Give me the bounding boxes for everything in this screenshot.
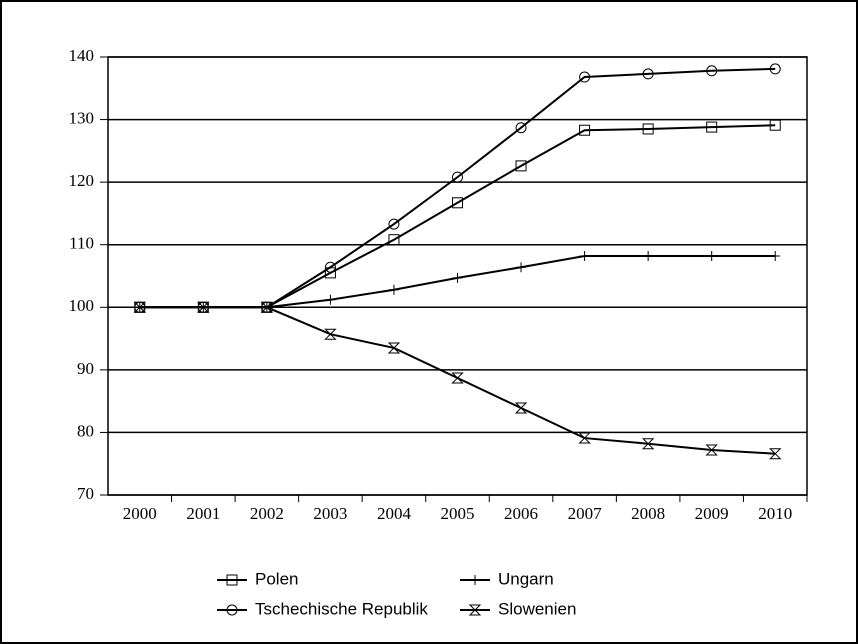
legend-label: Polen [255,569,298,588]
marker [641,438,655,450]
marker [324,261,336,273]
x-tick-label: 2004 [377,504,412,523]
marker [133,301,146,313]
marker [260,301,274,313]
marker [226,574,238,586]
marker [324,328,337,340]
marker [516,262,527,273]
y-tick-label: 100 [69,296,95,315]
marker [769,448,782,460]
legend-label: Tschechische Republik [255,599,428,618]
legend-label: Slowenien [498,599,576,618]
marker [579,71,591,83]
marker [387,342,401,354]
x-tick-label: 2008 [631,504,665,523]
marker [451,372,464,384]
marker [769,63,781,75]
marker [452,197,463,209]
marker [515,122,527,134]
marker [642,123,654,135]
plot-area [107,56,808,496]
marker [226,604,238,616]
x-tick-label: 2006 [504,504,538,523]
x-tick-label: 2001 [186,504,220,523]
plot [133,63,782,460]
marker [515,160,527,172]
marker [388,234,400,246]
marker [642,68,654,80]
marker [579,250,590,261]
y-tick-label: 80 [77,421,94,440]
marker [578,432,591,444]
y-tick-label: 90 [77,359,94,378]
y-tick-label: 70 [77,484,94,503]
marker [197,301,210,313]
marker [468,604,482,616]
x-tick-label: 2009 [695,504,729,523]
y-tick-label: 110 [69,234,94,253]
marker [770,250,781,261]
marker [706,65,718,77]
marker [388,284,399,295]
marker [452,272,463,283]
marker [643,250,654,261]
marker [706,121,718,133]
marker [579,124,591,136]
y-tick-label: 140 [69,46,95,65]
marker [470,575,480,585]
y-tick-label: 130 [69,108,95,127]
marker [325,294,336,305]
x-tick-label: 2005 [441,504,475,523]
x-tick-label: 2002 [250,504,284,523]
marker [388,218,400,230]
marker [452,171,463,183]
marker [769,119,781,131]
x-tick-label: 2007 [568,504,603,523]
x-tick-label: 2010 [758,504,792,523]
x-tick-label: 2003 [313,504,347,523]
y-tick-label: 120 [69,171,95,190]
legend: Polen Ungarn Tschechische Republik Slowenie… [217,569,576,618]
marker [706,250,717,261]
x-tick-label: 2000 [123,504,157,523]
legend-label: Ungarn [498,569,554,588]
marker [514,402,528,414]
marker [705,444,718,456]
